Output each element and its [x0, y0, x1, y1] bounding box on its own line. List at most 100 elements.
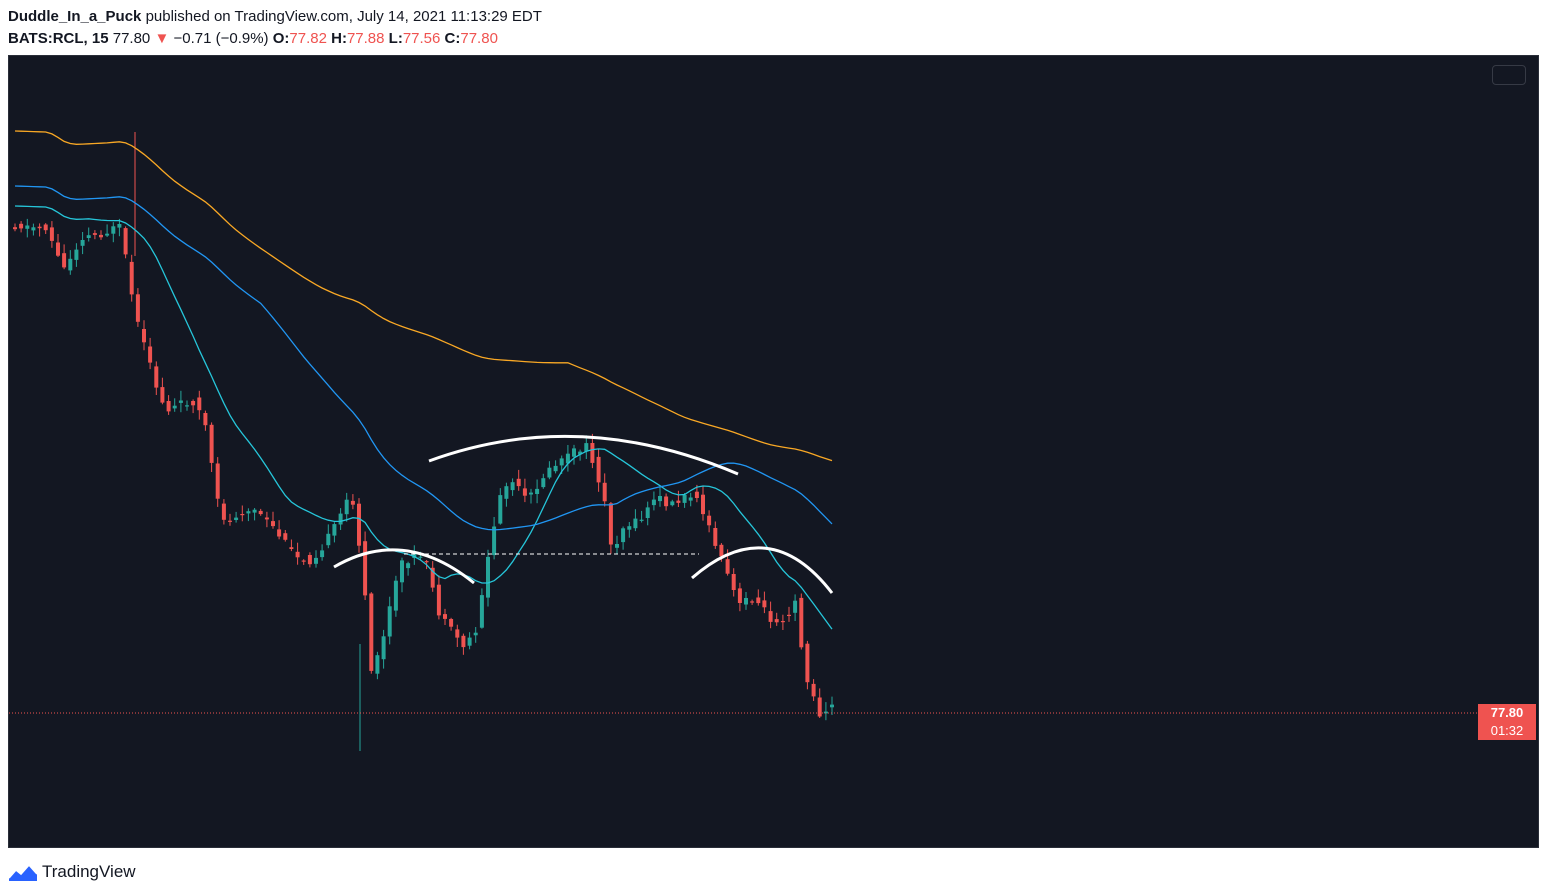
candle-body: [221, 503, 226, 520]
candle-body: [455, 629, 460, 638]
last-price-tag: 77.80 01:32: [1478, 704, 1536, 740]
candle-body: [443, 614, 447, 619]
candle-body: [787, 614, 791, 616]
candle-body: [658, 496, 662, 502]
candle-body: [240, 514, 245, 516]
low-value: 77.56: [402, 30, 441, 47]
candle-body: [105, 233, 110, 236]
candle-body: [99, 234, 103, 238]
candle-body: [608, 503, 613, 545]
candle-body: [43, 224, 48, 231]
candle-body: [799, 597, 804, 648]
moving-average-fast: [14, 205, 833, 630]
last-price: 77.80: [112, 30, 151, 47]
annotation-right-arc: [691, 546, 834, 594]
candle-body: [123, 228, 128, 255]
candle-body: [215, 463, 220, 499]
candle-body: [676, 500, 681, 503]
candle-body: [301, 560, 306, 562]
candle-body: [664, 496, 669, 507]
candle-body: [811, 683, 816, 697]
candle-body: [731, 574, 736, 590]
candle-body: [412, 552, 417, 558]
candlestick-chart[interactable]: [9, 56, 1539, 848]
close-value: 77.80: [460, 30, 498, 47]
candle-body: [246, 511, 251, 514]
candle-body: [320, 550, 325, 558]
candle-body: [602, 482, 607, 502]
published-text: published on TradingView.com, July 14, 2…: [145, 8, 542, 25]
candle-body: [553, 465, 558, 472]
chart-pane[interactable]: 77.80 01:32: [8, 55, 1539, 848]
fullscreen-button[interactable]: [1492, 65, 1526, 85]
candle-body: [209, 424, 214, 463]
candle-body: [830, 704, 834, 708]
candle-body: [768, 611, 773, 622]
candle-body: [719, 544, 724, 557]
candle-body: [74, 249, 79, 260]
high-label: H:: [331, 30, 347, 47]
candle-body: [762, 600, 767, 608]
candle-body: [25, 225, 30, 229]
candle-body: [504, 486, 509, 499]
candle-body: [203, 413, 208, 426]
candle-body: [148, 346, 153, 363]
candle-body: [86, 235, 91, 238]
candle-body: [172, 405, 177, 409]
candle-body: [252, 509, 257, 513]
candle-body: [357, 503, 361, 546]
footer: TradingView: [8, 859, 136, 885]
author-name[interactable]: Duddle_In_a_Puck: [8, 8, 142, 25]
candle-body: [430, 567, 435, 588]
candle-body: [111, 226, 116, 234]
high-value: 77.88: [346, 30, 385, 47]
candle-body: [154, 366, 159, 388]
candle-body: [31, 227, 36, 231]
candle-body: [479, 595, 484, 628]
candle-body: [516, 478, 521, 487]
candle-body: [449, 619, 454, 627]
chart-header: Duddle_In_a_Puck published on TradingVie…: [8, 6, 542, 50]
candle-body: [682, 494, 687, 503]
candle-body: [191, 401, 196, 406]
candle-body: [289, 547, 294, 549]
candle-body: [387, 606, 392, 637]
candle-body: [49, 227, 54, 241]
candle-body: [369, 593, 374, 671]
candle-body: [584, 443, 589, 452]
candle-body: [780, 621, 785, 623]
candle-body: [621, 528, 626, 543]
candle-body: [529, 492, 533, 495]
open-label: O:: [272, 30, 290, 47]
candle-body: [701, 494, 705, 515]
candle-body: [332, 524, 337, 536]
candle-body: [326, 533, 331, 546]
candle-body: [19, 223, 24, 229]
candle-body: [142, 329, 146, 343]
candle-body: [68, 258, 73, 271]
candle-body: [596, 456, 601, 483]
candle-body: [393, 580, 398, 611]
down-arrow-icon: ▼: [154, 30, 170, 47]
annotation-middle-arc: [428, 434, 739, 476]
candle-body: [234, 517, 239, 520]
candle-body: [744, 598, 748, 605]
tradingview-logo-icon[interactable]: [8, 862, 38, 882]
candle-body: [350, 500, 355, 505]
candle-body: [295, 551, 300, 558]
footer-brand[interactable]: TradingView: [42, 862, 136, 881]
annotation-left-arc: [333, 548, 475, 585]
candle-body: [461, 635, 466, 648]
candle-body: [344, 499, 349, 515]
candle-body: [737, 588, 742, 603]
candle-body: [467, 637, 472, 646]
candle-body: [725, 559, 730, 574]
candle-body: [166, 401, 171, 412]
candle-body: [264, 517, 269, 520]
moving-average-slow: [14, 130, 833, 462]
candle-body: [80, 240, 85, 246]
moving-average-mid: [14, 185, 833, 531]
candle-body: [707, 515, 712, 526]
candle-body: [418, 556, 423, 558]
candle-body: [793, 600, 798, 613]
